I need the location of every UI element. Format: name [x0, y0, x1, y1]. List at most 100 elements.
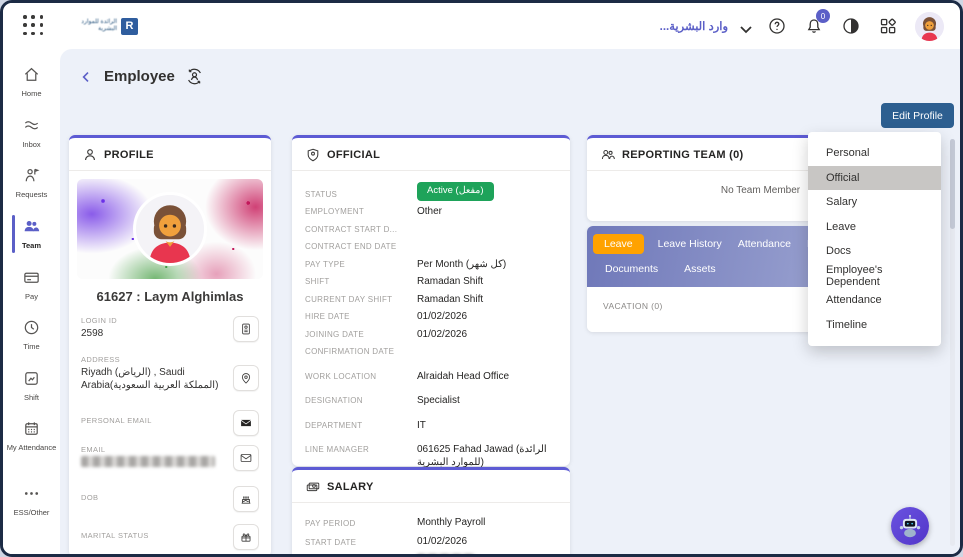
- field-label: PAY TYPE: [305, 259, 346, 269]
- tab-documents[interactable]: Documents: [605, 262, 659, 275]
- profile-card: PROFILE 61627 : Laym Alghimlas: [69, 135, 271, 554]
- card-title: PROFILE: [104, 149, 154, 161]
- inbox-icon: [22, 116, 41, 140]
- company-logo[interactable]: الرائدة للموارد البشرية R: [79, 17, 138, 35]
- field-label: WORK LOCATION: [305, 371, 377, 381]
- profile-field-dob: DOB: [81, 486, 259, 512]
- official-row: LINE MANAGER 061625 Fahad Jawad (الرائدة …: [305, 443, 557, 469]
- official-row: WORK LOCATION Alraidah Head Office: [305, 370, 557, 388]
- official-card: OFFICIAL STATUS Active (مفعل) EMPLOYMENT…: [292, 135, 570, 469]
- field-value: Alraidah Head Office: [417, 370, 510, 382]
- tab-leave[interactable]: Leave: [593, 233, 644, 254]
- field-value: IT: [417, 419, 426, 431]
- shift-icon: [22, 369, 41, 393]
- field-value: Per Month (كل شهر): [417, 258, 507, 270]
- app-launcher-icon[interactable]: [23, 15, 45, 37]
- mail-outline-icon[interactable]: [233, 445, 259, 471]
- page-header: Employee: [78, 67, 204, 86]
- menu-item-timeline[interactable]: Timeline: [826, 318, 868, 331]
- official-row: CONTRACT START D...: [305, 223, 557, 241]
- sidebar-item-label: Requests: [15, 190, 48, 200]
- menu-item-attendance[interactable]: Attendance: [826, 294, 882, 307]
- mail-filled-icon[interactable]: [233, 410, 259, 436]
- workspace-selector[interactable]: ...وارد البشرية: [659, 19, 752, 34]
- salary-row: START DATE 01/02/2026: [305, 532, 557, 551]
- vacation-count-label: VACATION (0): [603, 301, 663, 311]
- menu-item-salary[interactable]: Salary: [826, 196, 858, 209]
- field-value: 061625 Fahad Jawad (الرائدة للموارد البش…: [417, 444, 547, 468]
- workspace-label: ...وارد البشرية: [659, 21, 728, 33]
- field-label: EMPLOYMENT: [305, 207, 365, 216]
- employee-photo: [133, 192, 207, 266]
- chatbot-button[interactable]: [891, 507, 929, 545]
- menu-item-employees-dependent[interactable]: Employee's Dependent: [826, 263, 883, 288]
- tab-attendance[interactable]: Attendance: [737, 237, 791, 250]
- sidebar-item-label: My Attendance: [6, 443, 57, 453]
- sidebar-item-home[interactable]: Home: [3, 61, 60, 103]
- sidebar-item-label: Team: [21, 240, 42, 250]
- official-row: JOINING DATE 01/02/2026: [305, 328, 557, 346]
- gift-icon[interactable]: [233, 524, 259, 550]
- profile-field-email: EMAIL: [81, 445, 259, 471]
- location-pin-icon[interactable]: [233, 365, 259, 391]
- page-title: Employee: [104, 68, 175, 85]
- field-value: Specialist: [417, 395, 460, 406]
- edit-profile-dropdown-menu: Personal Official Salary Leave Docs Empl…: [808, 132, 941, 346]
- chevron-down-icon: [736, 19, 752, 34]
- birthday-cake-icon[interactable]: [233, 486, 259, 512]
- field-label: DEPARTMENT: [305, 420, 363, 430]
- cash-icon: [306, 482, 320, 492]
- user-avatar[interactable]: [915, 11, 944, 41]
- sidebar-item-requests[interactable]: Requests: [3, 162, 60, 204]
- field-label: PAY PERIOD: [305, 519, 356, 528]
- field-label: HIRE DATE: [305, 312, 350, 321]
- apps-grid-icon[interactable]: [878, 16, 898, 36]
- sidebar-item-label: ESS/Other: [13, 508, 50, 517]
- help-icon[interactable]: [767, 16, 787, 36]
- card-title: REPORTING TEAM (0): [622, 149, 744, 161]
- sidebar-item-shift[interactable]: Shift: [3, 365, 60, 407]
- menu-item-personal[interactable]: Personal: [826, 147, 870, 160]
- field-value: Monthly Payroll: [417, 517, 486, 528]
- theme-contrast-icon[interactable]: [841, 16, 861, 36]
- edit-profile-button[interactable]: Edit Profile: [881, 103, 954, 128]
- profile-field-marital-status: MARITAL STATUS: [81, 524, 259, 550]
- field-label: DESIGNATION: [305, 396, 363, 405]
- main-content: Employee Edit Profile PROFILE: [60, 49, 960, 554]
- field-label: CONTRACT END DATE: [305, 242, 397, 251]
- field-label: CONTRACT START D...: [305, 224, 398, 234]
- field-label: LOGIN ID: [81, 316, 118, 325]
- field-value: Other: [417, 206, 443, 217]
- id-badge-icon[interactable]: [233, 316, 259, 342]
- menu-item-leave[interactable]: Leave: [826, 220, 856, 233]
- field-value: Riyadh (الرياض) , Saudi Arabia(المملكة ا…: [81, 367, 219, 391]
- topbar: الرائدة للموارد البشرية R ...وارد البشري…: [3, 3, 960, 49]
- sidebar-item-ess-other[interactable]: ESS/Other: [3, 480, 60, 522]
- employee-sync-icon[interactable]: [185, 67, 204, 86]
- back-chevron-icon[interactable]: [78, 69, 94, 85]
- field-value: Ramadan Shift: [417, 293, 484, 305]
- scrollbar-thumb[interactable]: [950, 139, 955, 229]
- sidebar-item-time[interactable]: Time: [3, 314, 60, 356]
- empty-state-text: No Team Member: [720, 185, 801, 196]
- salary-row-base-salary: BASE SALARY: [305, 551, 557, 554]
- sidebar-item-my-attendance[interactable]: My Attendance: [3, 415, 60, 457]
- field-value: 01/02/2026: [417, 328, 468, 340]
- attendance-calendar-icon: [22, 419, 41, 443]
- menu-item-docs[interactable]: Docs: [826, 245, 852, 258]
- notifications-bell-icon[interactable]: 0: [804, 9, 830, 36]
- menu-item-official[interactable]: Official: [808, 165, 941, 190]
- sidebar-item-inbox[interactable]: Inbox: [3, 112, 60, 154]
- tab-assets[interactable]: Assets: [684, 262, 716, 275]
- sidebar-item-team[interactable]: Team: [3, 213, 60, 255]
- tab-leave-history[interactable]: Leave History: [657, 237, 722, 250]
- field-label: LINE MANAGER: [305, 445, 370, 454]
- sidebar-item-pay[interactable]: Pay: [3, 264, 60, 306]
- official-row: DESIGNATION Specialist: [305, 394, 557, 412]
- field-value: Ramadan Shift: [417, 276, 484, 287]
- field-label: DOB: [81, 493, 99, 502]
- official-row: DEPARTMENT IT: [305, 419, 557, 437]
- sidebar-item-label: Home: [21, 89, 42, 98]
- field-label: MARITAL STATUS: [81, 531, 149, 540]
